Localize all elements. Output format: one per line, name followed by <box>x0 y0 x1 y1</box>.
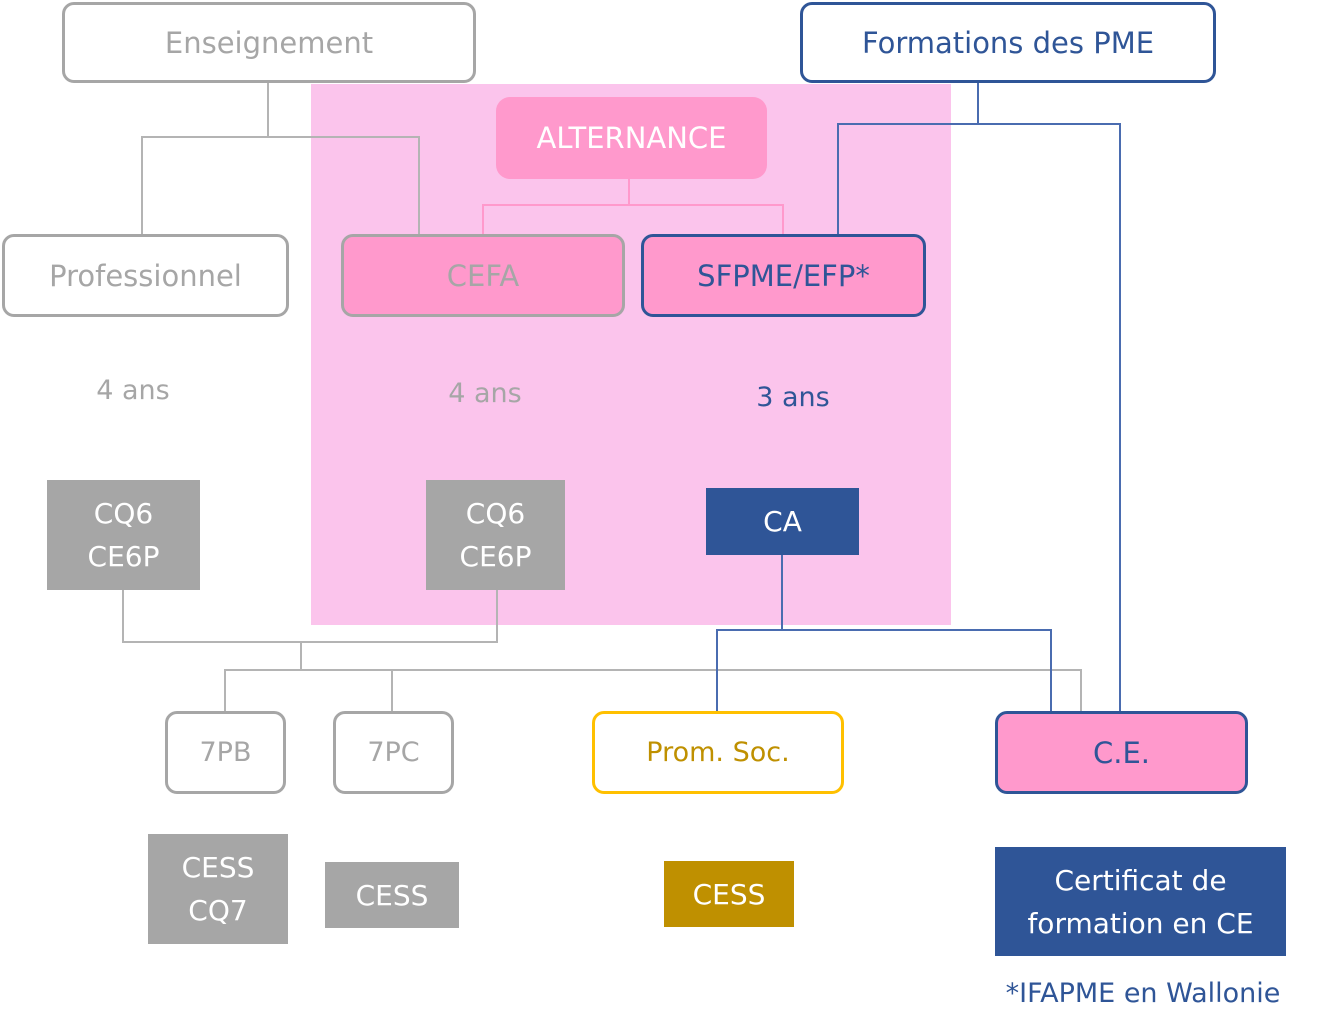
outcome-line: CQ7 <box>188 894 248 927</box>
outcome-line: CESS <box>181 851 255 884</box>
outcome-7pb-box: CESS CQ7 <box>148 834 288 944</box>
outcome-ce-box: Certificat de formation en CE <box>995 847 1286 956</box>
cert-prof-box: CQ6 CE6P <box>47 480 200 590</box>
formations-pme-box: Formations des PME <box>800 2 1216 83</box>
connector-ca-branches <box>716 629 1052 711</box>
cefa-box: CEFA <box>341 234 625 317</box>
alternance-box: ALTERNANCE <box>496 97 767 179</box>
outcome-prom-soc-box: CESS <box>664 861 794 927</box>
outcome-line: formation en CE <box>1027 906 1254 940</box>
cert-line: CQ6 <box>93 497 154 530</box>
outcome-line: Certificat de <box>1054 863 1227 897</box>
7pc-box: 7PC <box>333 711 454 794</box>
connector-cq6-merge <box>122 589 498 643</box>
duration-sfpme: 3 ans <box>756 381 830 413</box>
connector-gray-bus <box>224 669 1082 711</box>
outcome-7pc-box: CESS <box>325 862 459 928</box>
footnote: *IFAPME en Wallonie <box>1005 977 1281 1009</box>
cert-cefa-box: CQ6 CE6P <box>426 480 565 590</box>
connector-pme-branches <box>837 123 1121 711</box>
connector-enseignement-branches <box>141 136 420 234</box>
enseignement-box: Enseignement <box>62 2 476 83</box>
sfpme-box: SFPME/EFP* <box>641 234 926 317</box>
cert-ca-box: CA <box>706 488 859 555</box>
7pb-box: 7PB <box>165 711 286 794</box>
duration-cefa: 4 ans <box>448 377 522 409</box>
cert-line: CE6P <box>87 540 160 573</box>
prom-soc-box: Prom. Soc. <box>592 711 844 794</box>
cert-line: CE6P <box>459 540 532 573</box>
duration-professionnel: 4 ans <box>96 374 170 406</box>
cert-line: CQ6 <box>465 497 526 530</box>
ce-box: C.E. <box>995 711 1248 794</box>
professionnel-box: Professionnel <box>2 234 289 317</box>
connector-alternance-branches <box>482 204 784 234</box>
